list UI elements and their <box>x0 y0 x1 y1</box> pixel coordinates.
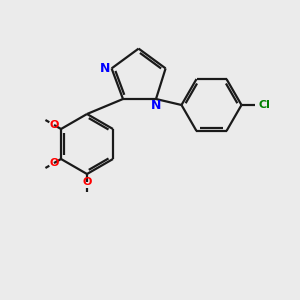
Text: O: O <box>49 158 59 168</box>
Text: N: N <box>151 99 161 112</box>
Text: Cl: Cl <box>259 100 271 110</box>
Text: O: O <box>82 177 92 187</box>
Text: N: N <box>100 62 110 75</box>
Text: O: O <box>49 120 59 130</box>
